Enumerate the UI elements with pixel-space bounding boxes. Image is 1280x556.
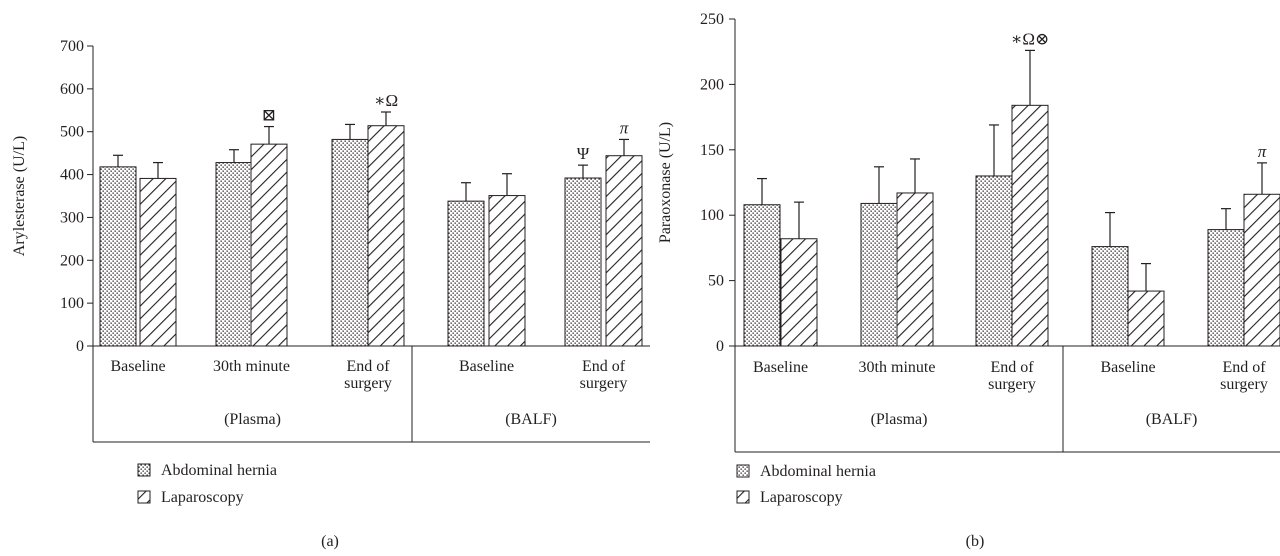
legend-swatch (137, 490, 151, 504)
category-label: End of (990, 359, 1034, 376)
y-tick-label: 250 (700, 11, 724, 28)
category-label: surgery (1220, 376, 1268, 393)
bar-abdominal-hernia (1207, 229, 1245, 347)
bar-abdominal-hernia (975, 175, 1013, 347)
category-label: surgery (580, 375, 628, 392)
bar-laparoscopy (367, 125, 405, 347)
y-tick-label: 400 (60, 167, 84, 184)
y-axis-title: Arylesterase (U/L) (11, 136, 28, 256)
category-label: End of (346, 358, 390, 375)
chart-panel-a: 0 100 200 300 400 500 600 700 Arylesterase (U/L)… (11, 38, 650, 550)
category-label: 30th minute (213, 358, 290, 375)
bar-abdominal-hernia (743, 204, 781, 347)
panel-label: (b) (966, 533, 985, 550)
y-tick-label: 50 (708, 273, 724, 290)
category-label: surgery (988, 376, 1036, 393)
y-tick-label: 0 (76, 338, 84, 355)
legend-label: Laparoscopy (161, 489, 244, 506)
bar-laparoscopy (1243, 193, 1280, 347)
bar-laparoscopy (139, 177, 177, 347)
group-label: (Plasma) (871, 411, 928, 428)
significance-marker: π (620, 118, 629, 137)
category-label: End of (582, 358, 626, 375)
y-tick-label: 300 (60, 209, 84, 226)
group-label: (BALF) (1146, 411, 1198, 428)
legend-label: Abdominal hernia (760, 463, 876, 480)
y-tick-label: 100 (60, 295, 84, 312)
bar-laparoscopy (1011, 104, 1049, 347)
significance-marker: ∗Ω⊗ (1011, 29, 1049, 48)
group-label: (Plasma) (224, 411, 281, 428)
panel-label: (a) (321, 533, 339, 550)
bar-laparoscopy (488, 195, 526, 347)
bar-laparoscopy (250, 143, 288, 347)
bar-abdominal-hernia (860, 202, 898, 347)
bar-laparoscopy (780, 238, 818, 347)
bar-abdominal-hernia (1091, 246, 1129, 347)
bar-laparoscopy (896, 192, 934, 347)
significance-marker: ⊠ (262, 106, 276, 125)
chart-panel-b: 0 50 100 150 200 250 Paraoxonase (U/L) ∗Ω⊗ π Base… (657, 11, 1280, 550)
significance-marker: Ψ (577, 144, 590, 163)
y-tick-label: 200 (700, 76, 724, 93)
legend-label: Laparoscopy (760, 489, 843, 506)
category-label: Baseline (753, 359, 808, 376)
category-label: Baseline (110, 358, 165, 375)
y-tick-label: 600 (60, 81, 84, 98)
bar-abdominal-hernia (447, 200, 485, 347)
bar-laparoscopy (605, 155, 643, 347)
significance-marker: π (1258, 142, 1267, 161)
legend-swatch (137, 463, 151, 477)
category-label: Baseline (1100, 359, 1155, 376)
bar-abdominal-hernia (215, 162, 253, 347)
y-tick-label: 500 (60, 124, 84, 141)
group-label: (BALF) (505, 411, 557, 428)
y-tick-label: 700 (60, 38, 84, 55)
y-tick-label: 100 (700, 207, 724, 224)
y-tick-label: 0 (716, 338, 724, 355)
legend-swatch (736, 464, 750, 478)
bar-abdominal-hernia (564, 177, 602, 347)
category-label: End of (1222, 359, 1266, 376)
bar-abdominal-hernia (99, 166, 137, 347)
bar-abdominal-hernia (331, 138, 369, 347)
legend-label: Abdominal hernia (161, 462, 277, 479)
category-label: Baseline (459, 358, 514, 375)
y-axis-title: Paraoxonase (U/L) (657, 122, 674, 243)
category-label: 30th minute (859, 359, 936, 376)
significance-marker: ∗Ω (374, 91, 398, 110)
y-tick-label: 150 (700, 142, 724, 159)
category-label: surgery (344, 375, 392, 392)
y-tick-label: 200 (60, 252, 84, 269)
bar-laparoscopy (1127, 290, 1165, 347)
legend-swatch (736, 490, 750, 504)
